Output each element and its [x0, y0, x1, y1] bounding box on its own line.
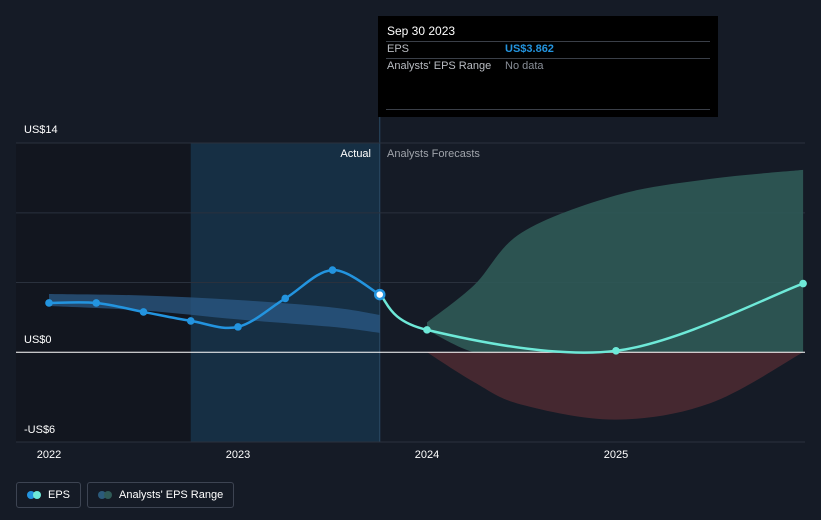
actual-eps-range-band [49, 293, 380, 333]
forecast-eps-line [378, 282, 804, 354]
forecast-eps-point [612, 347, 620, 355]
actual-section-label: Actual [340, 148, 371, 160]
tooltip-eps-label: EPS [387, 43, 410, 55]
tooltip-divider [386, 41, 710, 42]
actual-eps-point [139, 308, 148, 316]
x-tick-label: 2023 [225, 449, 251, 461]
tooltip-range-label: Analysts' EPS Range [387, 60, 492, 72]
forecast-eps-range-negative [427, 352, 804, 420]
tooltip-date: Sep 30 2023 [387, 24, 456, 38]
legend-eps-label: EPS [48, 489, 71, 501]
eps-points [45, 266, 807, 355]
eps-range-bands [49, 169, 804, 420]
highlight-region [190, 143, 380, 442]
past-region-shade [16, 143, 191, 442]
range-legend-icon [98, 491, 112, 499]
tooltip-divider [386, 58, 710, 59]
legend-range-label: Analysts' EPS Range [119, 489, 224, 501]
tooltip-eps-value: US$3.862 [505, 43, 554, 55]
y-tick-label: US$14 [24, 124, 58, 136]
forecast-eps-range-positive [427, 169, 804, 354]
legend-eps-button[interactable]: EPS [16, 482, 82, 508]
x-tick-label: 2025 [603, 449, 629, 461]
x-tick-label: 2022 [36, 449, 62, 461]
forecast-eps-point [423, 326, 431, 334]
forecast-section-label: Analysts Forecasts [387, 148, 480, 160]
x-tick-label: 2024 [414, 449, 440, 461]
y-tick-label: -US$6 [24, 424, 56, 436]
eps-lines [48, 268, 804, 354]
actual-eps-point [328, 266, 337, 274]
actual-eps-point [45, 299, 53, 307]
actual-eps-point [92, 299, 101, 307]
actual-eps-point [234, 323, 242, 331]
y-tick-label: US$0 [24, 334, 52, 346]
tooltip-range-value: No data [505, 60, 544, 72]
legend-range-button[interactable]: Analysts' EPS Range [87, 482, 235, 508]
tooltip-divider [386, 109, 710, 110]
tooltip: Sep 30 2023 EPS US$3.862 Analysts' EPS R… [378, 16, 718, 117]
actual-eps-line [48, 268, 381, 330]
actual-eps-point [281, 294, 290, 303]
actual-eps-point [186, 317, 195, 325]
forecast-eps-point [799, 279, 807, 288]
actual-eps-point [374, 288, 386, 301]
eps-legend-icon [27, 491, 41, 499]
